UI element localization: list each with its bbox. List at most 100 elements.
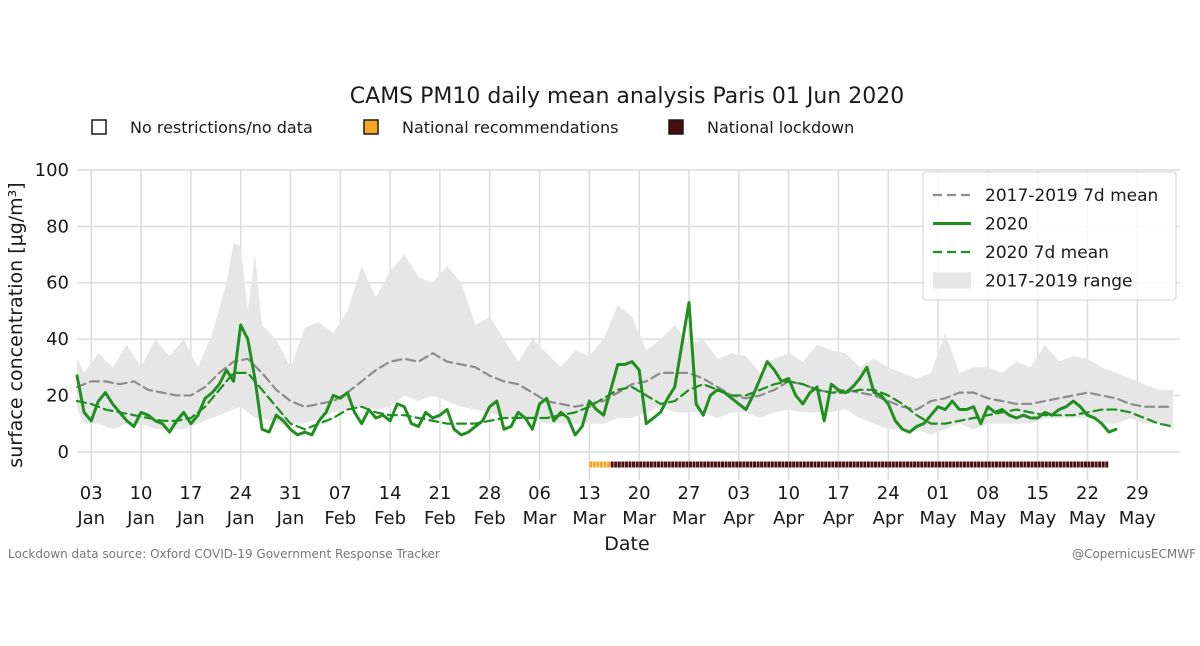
policy-marker (859, 461, 863, 468)
policy-marker (713, 461, 717, 468)
policy-marker (941, 461, 945, 468)
policy-marker (809, 461, 813, 468)
policy-marker (738, 461, 742, 468)
policy-marker (1037, 461, 1041, 468)
policy-marker (813, 461, 817, 468)
chart-title: CAMS PM10 daily mean analysis Paris 01 J… (350, 84, 904, 109)
policy-marker (760, 461, 764, 468)
policy-marker (934, 461, 938, 468)
policy-marker (596, 461, 600, 468)
policy-marker (849, 461, 853, 468)
policy-marker (671, 461, 675, 468)
policy-marker (891, 461, 895, 468)
series-lines (75, 300, 1174, 437)
policy-marker (710, 461, 714, 468)
x-tick-day-label: 29 (1126, 483, 1149, 504)
policy-marker (681, 461, 685, 468)
x-tick-month-label: Apr (873, 508, 905, 529)
policy-marker (863, 461, 867, 468)
policy-marker (870, 461, 874, 468)
policy-marker (927, 461, 931, 468)
x-tick-month-label: Mar (523, 508, 558, 529)
policy-marker (991, 461, 995, 468)
policy-marker (877, 461, 881, 468)
y-tick-label: 20 (46, 385, 69, 406)
x-tick-month-label: Feb (474, 508, 506, 529)
policy-marker (806, 461, 810, 468)
policy-marker (792, 461, 796, 468)
x-tick-month-label: Feb (424, 508, 456, 529)
policy-marker (621, 461, 625, 468)
x-tick-month-label: Jan (176, 508, 205, 529)
policy-marker (696, 461, 700, 468)
policy-marker (895, 461, 899, 468)
policy-marker (610, 461, 614, 468)
policy-marker (1009, 461, 1013, 468)
x-tick-month-label: Jan (126, 508, 155, 529)
series-band-2017-2019-range (77, 243, 1173, 435)
policy-marker (977, 461, 981, 468)
x-tick-month-label: Jan (226, 508, 255, 529)
policy-marker (874, 461, 877, 468)
policy-marker (1076, 461, 1080, 468)
policy-marker (845, 461, 849, 468)
policy-marker (920, 461, 924, 468)
x-tick-month-label: May (1119, 508, 1157, 529)
policy-marker (962, 461, 966, 468)
x-tick-month-label: May (919, 508, 957, 529)
policy-legend-swatch (668, 119, 684, 135)
policy-marker (617, 461, 621, 468)
policy-marker (1083, 461, 1087, 468)
x-tick-day-label: 06 (528, 483, 551, 504)
x-tick-month-label: May (969, 508, 1007, 529)
policy-marker (802, 461, 806, 468)
policy-marker (703, 461, 707, 468)
policy-marker (678, 461, 682, 468)
policy-marker (1087, 461, 1091, 468)
policy-marker (866, 461, 870, 468)
x-tick-day-label: 17 (827, 483, 850, 504)
y-tick-label: 40 (46, 329, 69, 350)
series-legend: 2017-2019 7d mean 2020 2020 7d mean 2017-20… (922, 171, 1177, 301)
policy-legend: No restrictions/no data National recommen… (91, 118, 854, 137)
policy-marker (884, 461, 888, 468)
policy-marker (838, 461, 842, 468)
policy-marker (1062, 461, 1066, 468)
policy-marker (898, 461, 902, 468)
policy-marker (923, 461, 927, 468)
policy-marker (1101, 461, 1105, 468)
footer-credit: @CopernicusECMWF (1072, 547, 1196, 561)
policy-marker (1012, 461, 1016, 468)
policy-marker (1094, 461, 1098, 468)
x-tick-day-label: 21 (428, 483, 451, 504)
policy-marker (795, 461, 799, 468)
y-tick-label: 0 (58, 442, 69, 463)
x-tick-month-label: May (1019, 508, 1057, 529)
policy-marker (667, 461, 671, 468)
policy-marker (728, 461, 732, 468)
x-tick-day-label: 22 (1076, 483, 1099, 504)
policy-marker (952, 461, 956, 468)
policy-marker (603, 461, 607, 468)
policy-marker (906, 461, 909, 468)
policy-marker (1048, 461, 1052, 468)
policy-marker (731, 461, 735, 468)
policy-marker (966, 461, 970, 468)
policy-marker (756, 461, 760, 468)
policy-marker (653, 461, 657, 468)
policy-marker (770, 461, 774, 468)
policy-marker (699, 461, 703, 468)
policy-marker (749, 461, 753, 468)
series-line-2020-7d-mean (75, 371, 1174, 431)
policy-marker (998, 461, 1002, 468)
policy-marker (856, 461, 860, 468)
policy-marker (600, 461, 603, 468)
x-tick-month-label: Mar (572, 508, 607, 529)
x-tick-month-label: Apr (773, 508, 805, 529)
policy-marker (674, 461, 678, 468)
policy-marker (788, 461, 792, 468)
policy-marker (852, 461, 856, 468)
x-tick-day-label: 08 (976, 483, 999, 504)
policy-marker (592, 461, 596, 468)
policy-marker (781, 461, 785, 468)
